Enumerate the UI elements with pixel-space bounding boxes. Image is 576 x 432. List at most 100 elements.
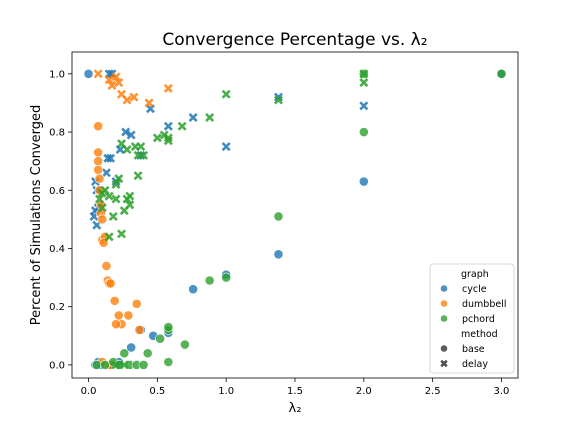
pchord-base-point [496, 68, 507, 79]
cycle-base-point [273, 249, 284, 260]
dumbbell-base-point [109, 295, 120, 306]
dumbbell-delay-point [93, 69, 103, 79]
legend-label-base: base [462, 344, 485, 355]
dumbbell-base-point [113, 310, 124, 321]
pchord-delay-point [117, 229, 127, 239]
pchord-delay-point [163, 133, 173, 143]
pchord-delay-point [111, 179, 121, 189]
legend: graph cycle dumbbell pchord method base delay [429, 263, 515, 374]
pchord-base-point [142, 348, 153, 359]
cycle-delay-point [273, 92, 283, 102]
pchord-delay-point [163, 136, 173, 146]
dumbbell-base-point [105, 278, 116, 289]
y-tick-label: 1.0 [49, 69, 65, 80]
dumbbell-base-point [97, 214, 108, 225]
legend-title-graph: graph [461, 269, 489, 280]
y-axis: 0.0 0.2 0.4 0.6 0.8 1.0 [49, 69, 72, 371]
dumbbell-base-point [93, 164, 104, 175]
legend-label-delay: delay [462, 359, 488, 370]
pchord-base-point [155, 333, 165, 344]
pchord-delay-point [177, 121, 187, 131]
cycle-base-point [358, 176, 369, 187]
pchord-delay-point [104, 232, 114, 242]
legend-marker-cycle [440, 284, 448, 293]
x-tick-label: 0.5 [149, 386, 165, 397]
dumbbell-base-point [111, 319, 121, 330]
cycle-delay-point [115, 145, 125, 155]
legend-label-pchord: pchord [462, 314, 495, 325]
pchord-base-point [221, 272, 232, 283]
pchord-delay-point [205, 112, 215, 122]
dumbbell-delay-point [111, 72, 121, 82]
x-tick-label: 3.0 [494, 386, 510, 397]
legend-marker-delay [440, 359, 448, 368]
pchord-delay-point [104, 191, 114, 201]
dumbbell-delay-point [114, 78, 124, 88]
pchord-delay-point [152, 133, 162, 143]
pchord-delay-point [125, 191, 135, 201]
dumbbell-base-point [93, 156, 104, 167]
cycle-delay-point [221, 142, 231, 152]
cycle-delay-point [103, 153, 113, 163]
legend-box [429, 263, 515, 374]
pchord-base-point [163, 357, 174, 367]
cycle-delay-point [163, 121, 173, 131]
cycle-base-point [188, 284, 199, 295]
dumbbell-delay-point [107, 80, 117, 90]
pchord-delay-point [119, 360, 129, 370]
dumbbell-base-point [94, 173, 105, 184]
pchord-base-point [204, 275, 215, 286]
cycle-delay-point [136, 150, 146, 160]
y-tick-label: 0.6 [49, 186, 65, 197]
pchord-base-point [273, 211, 284, 222]
dumbbell-delay-point [163, 83, 173, 93]
pchord-delay-point [111, 194, 121, 204]
y-tick-label: 0.2 [49, 302, 65, 313]
x-axis-label: λ₂ [289, 401, 302, 416]
dumbbell-base-point [93, 147, 104, 158]
y-axis-label: Percent of Simulations Converged [29, 105, 44, 325]
dumbbell-base-point [93, 121, 104, 132]
pchord-delay-point [359, 78, 369, 88]
pchord-delay-point [136, 142, 146, 152]
legend-title-method: method [461, 329, 498, 340]
pchord-base-point [100, 360, 110, 370]
cycle-delay-point [188, 112, 198, 122]
pchord-base-point [119, 348, 130, 359]
legend-label-cycle: cycle [462, 284, 487, 295]
pchord-base-point [179, 339, 190, 350]
cycle-delay-point [101, 168, 111, 178]
chart-title: Convergence Percentage vs. λ₂ [162, 30, 427, 50]
y-tick-label: 0.0 [49, 360, 65, 371]
pchord-delay-point [221, 89, 231, 99]
pchord-delay-point [95, 194, 105, 204]
x-tick-label: 1.0 [218, 386, 234, 397]
pchord-delay-point [133, 171, 143, 181]
dumbbell-base-point [101, 261, 112, 271]
x-axis: 0.0 0.5 1.0 1.5 2.0 2.5 3.0 [81, 378, 510, 397]
legend-marker-dumbbell [440, 299, 448, 308]
pchord-base-point [91, 360, 102, 370]
pchord-base-point [358, 127, 369, 137]
x-tick-label: 0.0 [81, 386, 97, 397]
pchord-delay-point [273, 95, 283, 105]
pchord-base-point [163, 322, 174, 332]
cycle-base-point [83, 68, 94, 79]
dumbbell-base-point [131, 298, 142, 309]
cycle-delay-point [121, 127, 131, 137]
cycle-base-point [126, 342, 137, 353]
pchord-base-point [138, 360, 149, 370]
y-tick-label: 0.8 [49, 128, 65, 139]
pchord-delay-point [108, 211, 118, 221]
x-tick-label: 2.0 [356, 386, 372, 397]
dumbbell-delay-point [129, 92, 139, 102]
legend-label-dumbbell: dumbbell [462, 299, 507, 310]
pchord-delay-point [97, 203, 107, 213]
x-tick-label: 2.5 [425, 386, 441, 397]
legend-marker-pchord [440, 314, 448, 323]
dumbbell-base-point [134, 325, 145, 335]
y-tick-label: 0.4 [49, 244, 65, 255]
cycle-delay-point [126, 130, 136, 140]
pchord-delay-point [122, 145, 132, 155]
